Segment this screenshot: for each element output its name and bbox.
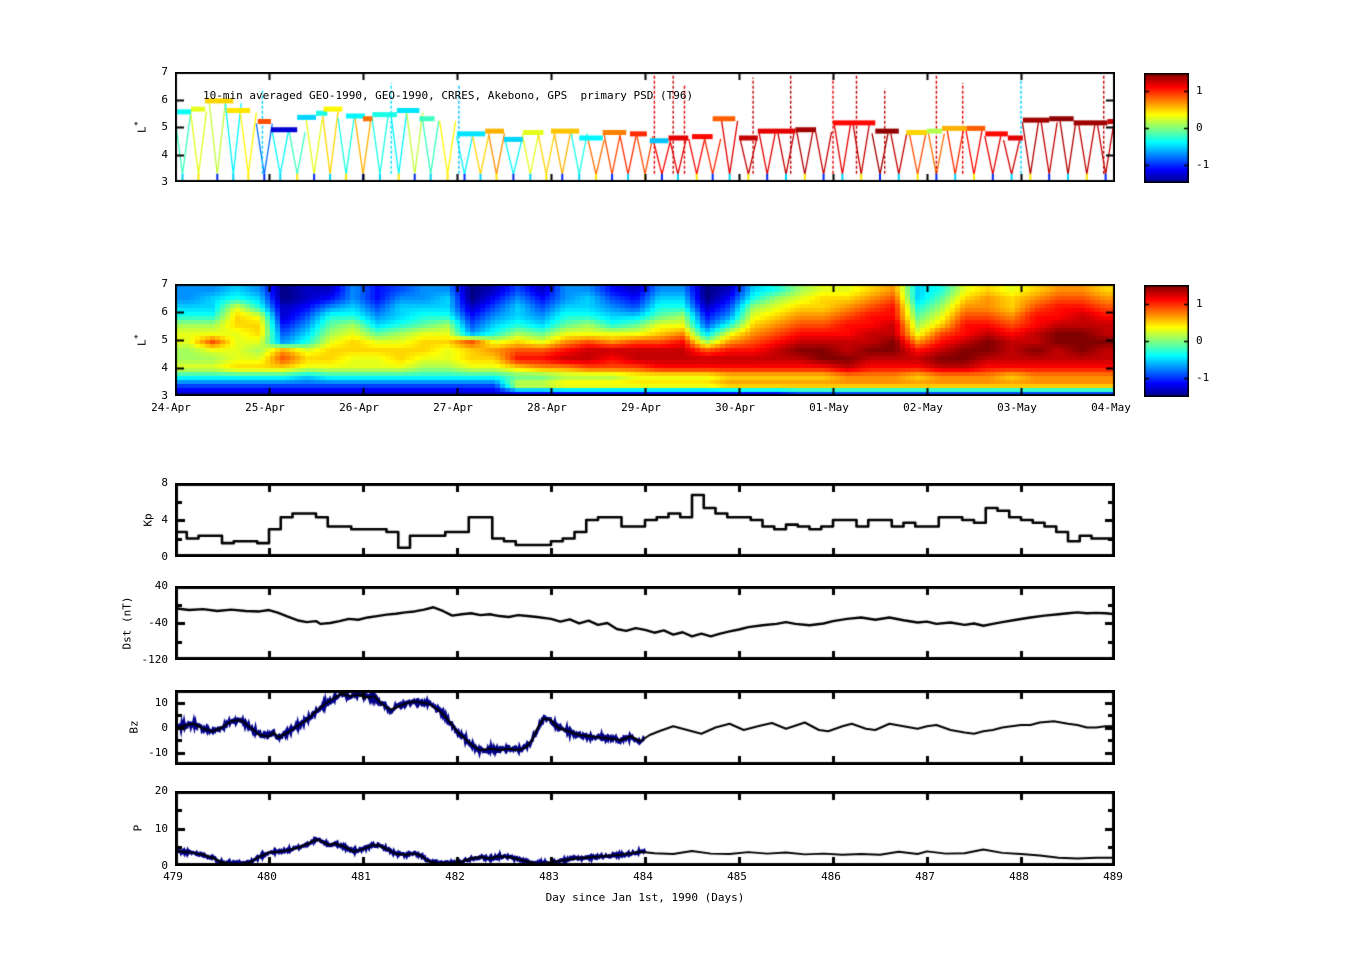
ytick-label: 7 bbox=[161, 277, 168, 290]
date-tick-label: 03-May bbox=[997, 401, 1037, 414]
ytick-label: 20 bbox=[154, 784, 168, 797]
colorbar-tick-label: -1 bbox=[1196, 371, 1210, 385]
psd-title: 10-min averaged GEO-1990, GEO-1990, CRRE… bbox=[203, 89, 694, 102]
date-tick-label: 04-May bbox=[1091, 401, 1131, 414]
date-tick-label: 24-Apr bbox=[151, 401, 191, 414]
xtick-label: 482 bbox=[445, 870, 465, 883]
ytick-label: 0 bbox=[161, 550, 168, 563]
ytick-label: 0 bbox=[161, 720, 168, 734]
colorbar-bottom bbox=[1144, 285, 1189, 397]
ytick-label: 4 bbox=[161, 361, 168, 374]
ytick-label: 6 bbox=[161, 92, 168, 106]
xtick-label: 488 bbox=[1009, 870, 1029, 883]
colorbar-tick-label: 1 bbox=[1196, 84, 1203, 98]
ytick-label: -40 bbox=[148, 616, 168, 629]
kp-plot bbox=[175, 483, 1115, 557]
ytick-label: 8 bbox=[161, 476, 168, 489]
ytick-label: -120 bbox=[141, 653, 169, 666]
date-tick-label: 26-Apr bbox=[339, 401, 379, 414]
xtick-label: 487 bbox=[915, 870, 935, 883]
ytick-label: -10 bbox=[148, 745, 168, 759]
date-tick-label: 02-May bbox=[903, 401, 943, 414]
xtick-label: 486 bbox=[821, 870, 841, 883]
p-plot bbox=[175, 791, 1115, 866]
ytick-label: 3 bbox=[161, 175, 168, 188]
xtick-label: 483 bbox=[539, 870, 559, 883]
ytick-label: 3 bbox=[161, 389, 168, 402]
dst-plot bbox=[175, 586, 1115, 660]
ytick-label: 5 bbox=[161, 120, 168, 133]
date-tick-label: 29-Apr bbox=[621, 401, 661, 414]
xlabel-days: Day since Jan 1st, 1990 (Days) bbox=[545, 891, 745, 904]
ytick-label: 5 bbox=[161, 333, 168, 346]
date-tick-label: 28-Apr bbox=[527, 401, 567, 414]
xtick-label: 485 bbox=[727, 870, 747, 883]
xtick-label: 484 bbox=[633, 870, 653, 883]
date-tick-label: 25-Apr bbox=[245, 401, 285, 414]
colorbar-tick-label: 0 bbox=[1196, 334, 1203, 347]
ytick-label: 6 bbox=[161, 305, 168, 318]
colorbar-tick-label: 0 bbox=[1196, 121, 1203, 134]
xtick-label: 489 bbox=[1103, 870, 1123, 883]
date-tick-label: 27-Apr bbox=[433, 401, 473, 414]
ytick-label: 7 bbox=[161, 65, 168, 78]
ytick-label: 4 bbox=[161, 513, 168, 526]
xtick-label: 481 bbox=[351, 870, 371, 883]
psd-heatmap-plot bbox=[175, 284, 1115, 396]
date-tick-label: 01-May bbox=[809, 401, 849, 414]
ytick-label: 0 bbox=[161, 859, 168, 872]
ytick-label: 40 bbox=[154, 579, 168, 592]
ytick-label: 4 bbox=[161, 147, 168, 161]
xtick-label: 479 bbox=[163, 870, 183, 883]
colorbar-top bbox=[1144, 73, 1189, 183]
psd-scatter-plot bbox=[175, 72, 1115, 182]
colorbar-tick-label: -1 bbox=[1196, 157, 1210, 171]
ytick-label: 10 bbox=[154, 821, 168, 835]
date-tick-label: 30-Apr bbox=[715, 401, 755, 414]
ytick-label: 10 bbox=[154, 695, 168, 709]
bz-plot bbox=[175, 690, 1115, 765]
colorbar-tick-label: 1 bbox=[1196, 296, 1203, 310]
xtick-label: 480 bbox=[257, 870, 277, 883]
